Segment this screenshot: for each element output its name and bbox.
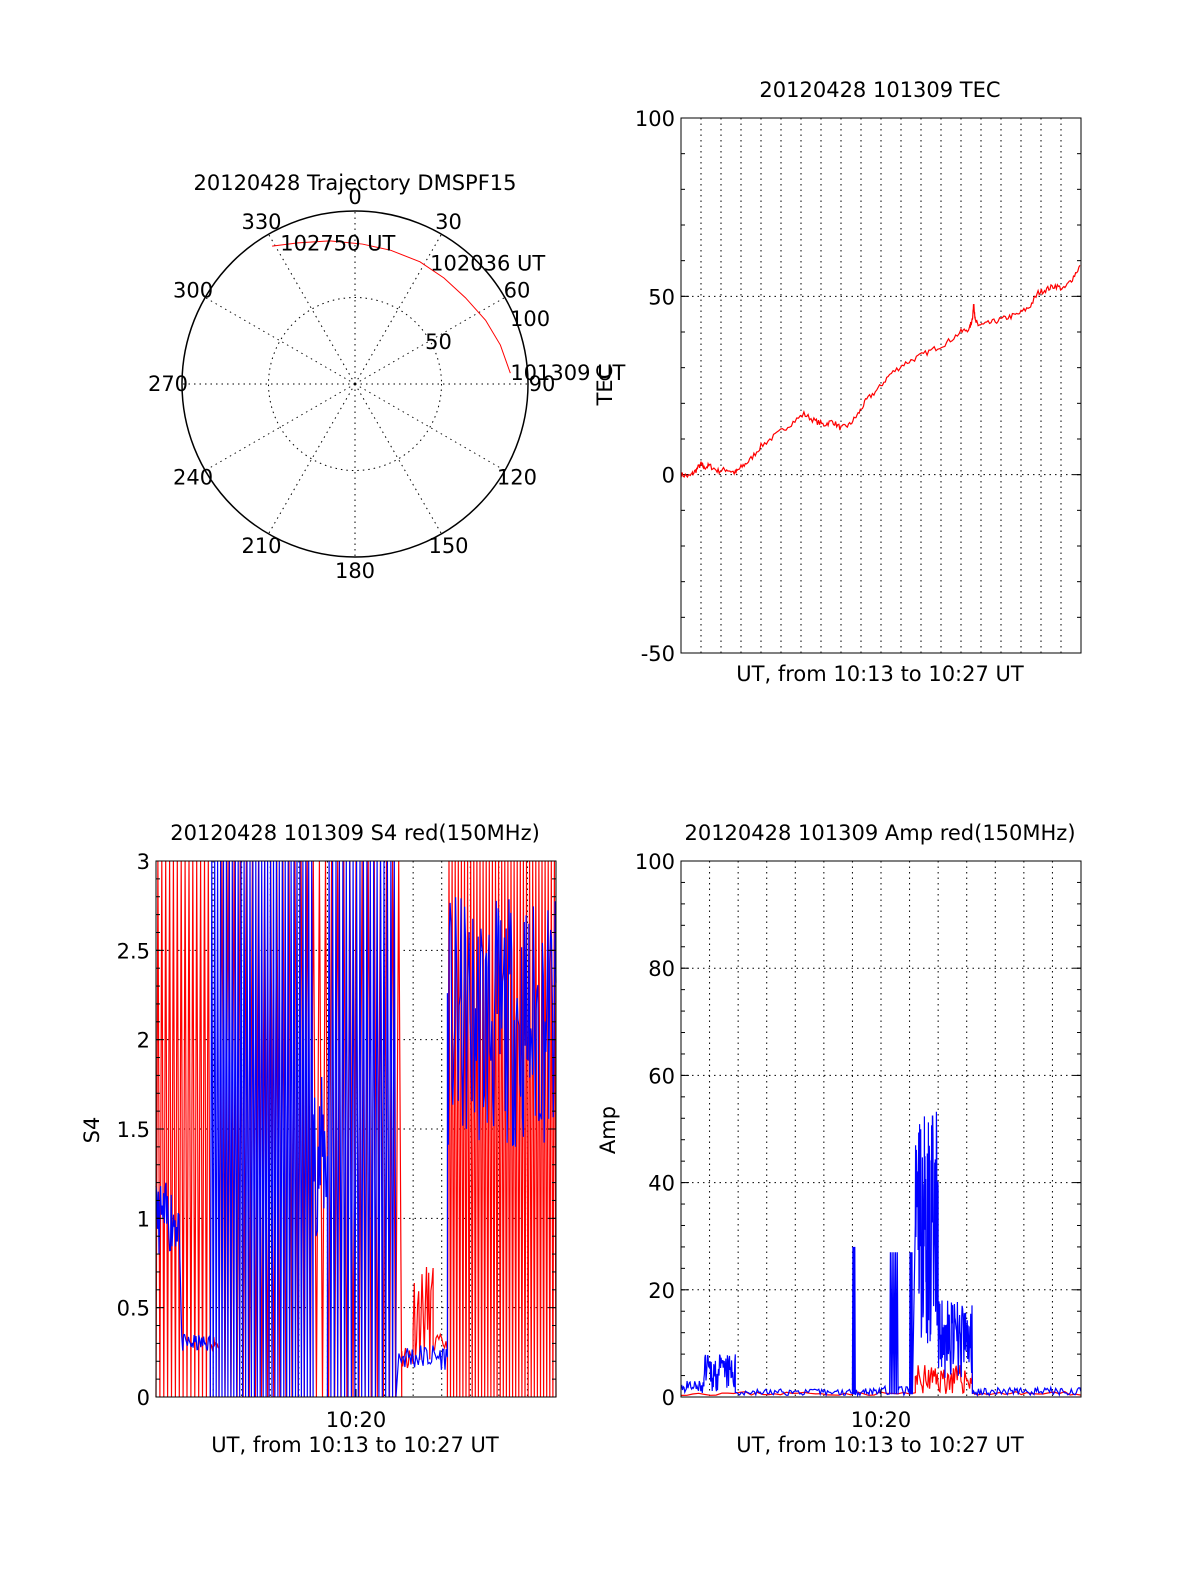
y-tick-label: 1.5 [117, 1118, 150, 1142]
polar-spoke [354, 383, 442, 535]
polar-angle-label: 30 [435, 210, 462, 234]
s4-y-axis-label: S4 [80, 1117, 104, 1144]
polar-spoke [268, 233, 356, 385]
x-tick-label: 10:20 [851, 1408, 912, 1432]
polar-angle-label: 240 [173, 466, 213, 490]
s4-title: 20120428 101309 S4 red(150MHz) [170, 821, 540, 845]
amp-plot-frame [680, 860, 1082, 1398]
polar-angle-label: 180 [335, 559, 375, 583]
y-tick-label: 3 [137, 850, 150, 874]
y-tick-label: 0 [662, 1386, 675, 1410]
amp-title: 20120428 101309 Amp red(150MHz) [684, 821, 1075, 845]
x-tick-label: 10:20 [326, 1408, 387, 1432]
s4-x-ticks: 10:20 [326, 1389, 387, 1432]
trajectory-annotation: 101309 UT [510, 361, 625, 385]
y-tick-label: 2 [137, 1029, 150, 1053]
polar-angle-label: 210 [241, 534, 281, 558]
y-tick-label: 0 [137, 1386, 150, 1410]
polar-spoke [204, 297, 356, 385]
series-line [680, 1111, 1082, 1398]
y-tick-label: 60 [648, 1064, 675, 1088]
tec-plot-frame [680, 117, 1082, 654]
polar-angle-label: 330 [241, 210, 281, 234]
polar-ring-50 [268, 297, 442, 471]
polar-radial-axis-label: TEC [593, 365, 617, 407]
polar-angle-label: 0 [348, 185, 361, 209]
polar-radius-label: 50 [425, 330, 452, 354]
trajectory-title: 20120428 Trajectory DMSPF15 [193, 171, 516, 195]
y-tick-label: 0.5 [117, 1297, 150, 1321]
y-tick-label: -50 [641, 642, 675, 666]
s4-x-axis-label: UT, from 10:13 to 10:27 UT [211, 1433, 499, 1457]
polar-radius-label: 100 [510, 307, 550, 331]
y-tick-label: 40 [648, 1172, 675, 1196]
y-tick-label: 80 [648, 957, 675, 981]
trajectory-line [272, 240, 511, 374]
y-tick-label: 100 [635, 850, 675, 874]
amp-y-ticks: 0 20 40 60 80 100 [635, 850, 1081, 1410]
polar-spoke [354, 233, 442, 385]
trajectory-annotation: 102750 UT [280, 231, 395, 255]
tec-y-ticks: -50 0 50 100 [635, 107, 1081, 666]
trajectory-annotations: 102750 UT 102036 UT 101309 UT [280, 231, 625, 385]
amp-panel: 20120428 101309 Amp red(150MHz) 0 20 40 60 8… [596, 821, 1082, 1457]
y-tick-label: 0 [662, 464, 675, 488]
polar-grid [181, 210, 529, 558]
amp-grid [681, 861, 1081, 1397]
tec-grid [681, 118, 1081, 653]
polar-angle-label: 60 [504, 279, 531, 303]
tec-title: 20120428 101309 TEC [759, 78, 1000, 102]
amp-y-axis-label: Amp [596, 1106, 620, 1154]
series-line [680, 265, 1081, 479]
tec-x-axis-label: UT, from 10:13 to 10:27 UT [736, 662, 1024, 686]
y-tick-label: 50 [648, 285, 675, 309]
polar-angle-label: 270 [148, 372, 188, 396]
s4-y-ticks: 0 0.5 1 1.5 2 2.5 3 [117, 850, 556, 1410]
polar-spoke [354, 383, 506, 471]
polar-outer-ring [181, 210, 529, 558]
y-tick-label: 2.5 [117, 939, 150, 963]
y-tick-label: 20 [648, 1279, 675, 1303]
y-tick-label: 100 [635, 107, 675, 131]
tec-panel: 20120428 101309 TEC -50 0 50 100 UT, from 1… [635, 78, 1082, 686]
polar-angle-label: 150 [428, 534, 468, 558]
polar-radius-labels: 50 100 [425, 307, 550, 354]
polar-spoke [268, 383, 356, 535]
polar-angle-label: 120 [497, 466, 537, 490]
tec-series [680, 265, 1081, 479]
amp-x-axis-label: UT, from 10:13 to 10:27 UT [736, 1433, 1024, 1457]
polar-angle-label: 90 [529, 372, 556, 396]
s4-panel: 20120428 101309 S4 red(150MHz) 0 0.5 1 1.5 2… [80, 821, 557, 1457]
s4-series [155, 860, 557, 1398]
amp-x-ticks: 10:20 [851, 1389, 912, 1432]
amp-series [680, 1111, 1082, 1398]
y-tick-label: 1 [137, 1207, 150, 1231]
trajectory-annotation: 102036 UT [430, 252, 545, 276]
polar-angle-labels: 0 30 60 90 120 150 180 210 240 270 300 330 [148, 185, 555, 583]
polar-angle-label: 300 [173, 279, 213, 303]
polar-spoke [354, 297, 506, 385]
trajectory-polar-panel: 20120428 Trajectory DMSPF15 0 30 60 90 120 15… [148, 171, 626, 583]
polar-spoke [204, 383, 356, 471]
